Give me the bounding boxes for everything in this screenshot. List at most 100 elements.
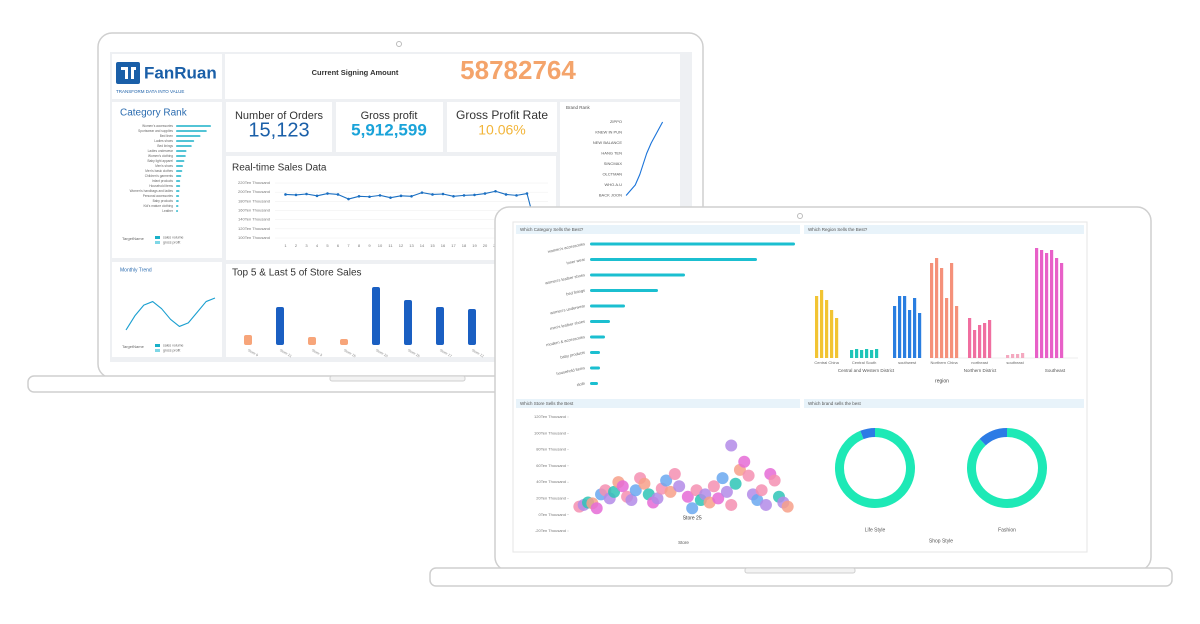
donut-slice (979, 428, 1008, 446)
bar (590, 258, 757, 261)
y-tick-label: 220Ten Thousand (238, 180, 270, 185)
bubble (729, 477, 742, 490)
district-label: Northern District (964, 368, 997, 373)
x-tick-label: 9 (368, 243, 371, 248)
tagline: TRANSFORM DATA INTO VALUE (116, 89, 184, 94)
category-label: Women's clothing (148, 154, 173, 158)
panel-header (804, 399, 1084, 408)
kpi-label: Gross profit (361, 110, 418, 122)
x-tick-label: Store 9 (247, 348, 259, 357)
bubble (616, 480, 629, 493)
category-label: OLCTMAN (602, 172, 622, 177)
category-label: HANG TEN (601, 151, 622, 156)
category-label: Bed linen (160, 134, 174, 138)
legend-swatch (155, 344, 160, 347)
bar (913, 298, 917, 358)
x-tick-label: 8 (358, 243, 361, 248)
bubble (768, 474, 781, 487)
bubble (638, 477, 651, 490)
legend-swatch (155, 241, 160, 244)
annotation: Store 25 (683, 516, 702, 522)
bar (436, 307, 444, 345)
y-tick-label: 160Ten Thousand (238, 208, 270, 213)
bubble (629, 484, 642, 497)
x-tick-label: 16 (441, 243, 446, 248)
category-label: WHO.A.U (604, 182, 622, 187)
line (125, 297, 216, 331)
line (285, 190, 539, 234)
x-tick-label: 6 (337, 243, 340, 248)
bubble (651, 492, 664, 505)
x-tick-label: 12 (399, 243, 404, 248)
bar (968, 318, 972, 358)
category-label: cloth (576, 381, 585, 388)
bar (176, 170, 183, 172)
bar (870, 350, 874, 358)
base-notch (744, 567, 856, 574)
bar (244, 335, 252, 345)
chart-title: Which Category Sells the Best? (520, 227, 584, 232)
kpi-label: Number of Orders (235, 110, 324, 122)
chart-title: Which Store Sells the Best (520, 401, 574, 406)
panel-header (804, 225, 1084, 234)
bubble (755, 484, 768, 497)
legend-title: TargetName (122, 236, 145, 241)
x-tick-label: Store 3 (311, 348, 323, 357)
category-label: Leather (162, 209, 174, 213)
x-tick-label: 17 (451, 243, 456, 248)
axis-label: region (935, 378, 949, 384)
bar (908, 310, 912, 358)
x-tick-label: 19 (472, 243, 477, 248)
bar (176, 165, 183, 167)
x-tick-label: 2 (295, 243, 298, 248)
kpi-value: 5,912,599 (351, 120, 427, 139)
bubble (781, 500, 794, 513)
x-tick-label: 10 (378, 243, 383, 248)
bar (590, 304, 625, 308)
y-tick-label: 20Ten Thousand (536, 495, 566, 500)
legend-title: TargetName (122, 344, 145, 349)
panel (225, 54, 680, 99)
x-tick-label: Store 20 (375, 348, 389, 358)
bar (850, 350, 854, 358)
category-label: KNEW IN PUN (595, 130, 622, 135)
category-label: Kid's mature clothing (144, 204, 174, 208)
legend-label: gross profit (163, 240, 180, 244)
panel-header (516, 225, 800, 234)
bar (1035, 248, 1039, 358)
bar (340, 339, 348, 345)
bar (930, 263, 934, 358)
signing-label: Current Signing Amount (312, 68, 399, 77)
bar (176, 125, 211, 127)
bar (276, 307, 284, 345)
bar (176, 190, 180, 192)
y-tick-label: 200Ten Thousand (238, 189, 270, 194)
x-tick-label: 13 (409, 243, 414, 248)
bar (830, 310, 834, 358)
x-tick-label: 1 (284, 243, 287, 248)
bar (1021, 353, 1025, 358)
x-tick-label: 14 (420, 243, 425, 248)
bubble (716, 472, 729, 485)
x-tick-label: Central China (814, 360, 839, 365)
axis-label: Store (678, 540, 689, 545)
bar (1040, 250, 1044, 358)
category-label: Inner wear (566, 256, 586, 265)
donut-slice (967, 428, 1047, 508)
category-label: BACK JOON (599, 193, 622, 198)
x-tick-label: Store 25 (407, 348, 421, 358)
x-tick-label: 3 (305, 243, 308, 248)
chart-title: Top 5 & Last 5 of Store Sales (232, 268, 362, 279)
bubble (686, 502, 699, 515)
category-label: Personal accessories (143, 194, 174, 198)
chart-title: Real-time Sales Data (232, 163, 327, 174)
legend-label: sales volume (163, 343, 183, 347)
legend-label: gross profit (163, 348, 180, 352)
axis-label: Shop Style (929, 538, 953, 544)
bar (835, 318, 839, 358)
bar (176, 135, 201, 137)
pie-label: Life Style (865, 527, 886, 533)
x-tick-label: 11 (388, 243, 393, 248)
bar (308, 337, 316, 345)
